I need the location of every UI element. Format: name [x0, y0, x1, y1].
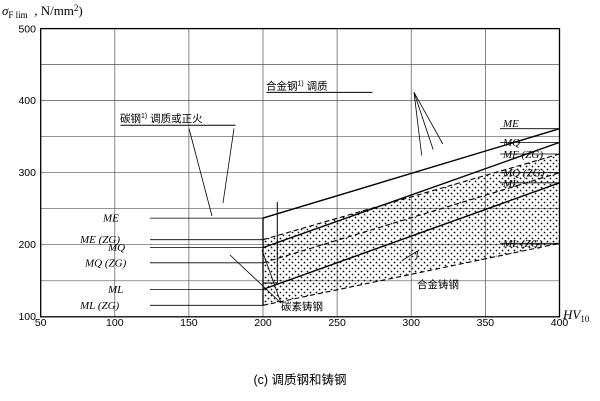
- svg-text:ME (ZG): ME (ZG): [502, 149, 543, 161]
- svg-text:300: 300: [18, 167, 36, 179]
- svg-text:300: 300: [402, 317, 420, 329]
- svg-text:ML: ML: [502, 178, 518, 190]
- svg-text:ML (ZG): ML (ZG): [79, 300, 120, 312]
- svg-text:150: 150: [180, 317, 198, 329]
- svg-text:MQ (ZG): MQ (ZG): [84, 258, 127, 270]
- svg-text:250: 250: [328, 317, 346, 329]
- svg-text:500: 500: [18, 24, 36, 36]
- svg-text:ME: ME: [502, 118, 519, 130]
- svg-text:碳素铸钢: 碳素铸钢: [281, 300, 323, 313]
- svg-text:350: 350: [477, 317, 495, 329]
- svg-text:100: 100: [106, 317, 124, 329]
- svg-text:碳钢1) 调质或正火: 碳钢1) 调质或正火: [120, 112, 203, 125]
- svg-text:MQ: MQ: [502, 137, 520, 149]
- svg-text:200: 200: [254, 317, 272, 329]
- svg-text:100: 100: [18, 311, 36, 323]
- svg-text:MQ: MQ: [107, 242, 125, 254]
- svg-text:合金铸钢: 合金铸钢: [417, 278, 459, 291]
- svg-text:50: 50: [35, 317, 47, 329]
- svg-text:400: 400: [18, 95, 36, 107]
- svg-text:200: 200: [18, 239, 36, 251]
- svg-text:ME: ME: [102, 213, 119, 225]
- svg-text:合金钢1) 调质: 合金钢1) 调质: [266, 80, 328, 93]
- svg-text:ML: ML: [107, 284, 123, 296]
- svg-text:ML (ZG): ML (ZG): [502, 238, 543, 250]
